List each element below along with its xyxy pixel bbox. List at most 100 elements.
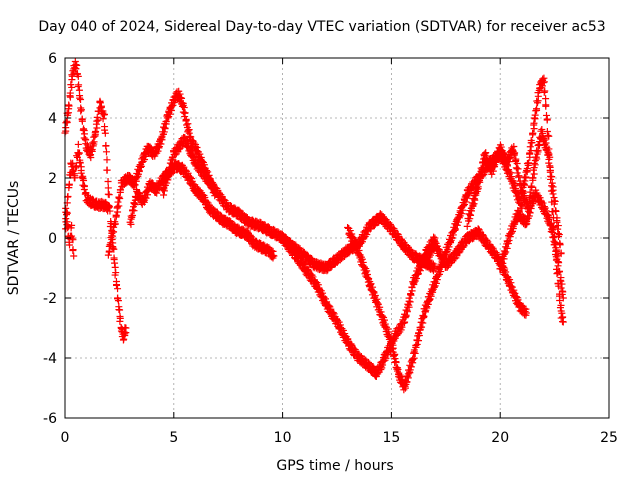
data-point	[63, 211, 71, 219]
data-point	[110, 228, 118, 236]
data-point	[508, 173, 516, 181]
data-point	[208, 204, 216, 212]
data-point	[131, 181, 139, 189]
data-point	[66, 241, 74, 249]
data-point	[556, 267, 564, 275]
data-point	[165, 171, 173, 179]
x-tick-label: 0	[61, 430, 70, 446]
data-point	[119, 336, 127, 344]
data-point	[558, 280, 566, 288]
data-point	[419, 319, 427, 327]
data-point	[80, 130, 88, 138]
data-point	[96, 99, 104, 107]
data-point	[398, 375, 406, 383]
data-point	[554, 222, 562, 230]
data-point	[527, 147, 535, 155]
data-point	[449, 231, 457, 239]
data-point	[547, 175, 555, 183]
data-point	[103, 166, 111, 174]
data-point	[427, 292, 435, 300]
data-point	[104, 207, 112, 215]
data-point	[157, 140, 165, 148]
data-point	[506, 276, 514, 284]
data-point	[166, 110, 174, 118]
data-point	[323, 298, 331, 306]
data-point	[169, 156, 177, 164]
data-point	[64, 192, 72, 200]
data-point	[403, 378, 411, 386]
data-point	[164, 114, 172, 122]
data-point	[104, 251, 112, 259]
data-point	[78, 117, 86, 125]
data-point	[66, 89, 74, 97]
data-point	[512, 157, 520, 165]
data-point	[463, 222, 471, 230]
data-point	[105, 191, 113, 199]
data-point	[546, 153, 554, 161]
data-point	[106, 223, 114, 231]
data-point	[542, 101, 550, 109]
data-point	[483, 152, 491, 160]
data-point	[367, 280, 375, 288]
data-point	[411, 349, 419, 357]
data-point	[322, 295, 330, 303]
data-point	[451, 225, 459, 233]
data-point	[451, 226, 459, 234]
data-point	[65, 102, 73, 110]
data-point	[407, 291, 415, 299]
axis-ticks: 0 5 10 15 20 25 -6 -4 -2 0 2 4 6	[43, 51, 618, 446]
data-point	[510, 286, 518, 294]
data-point	[80, 177, 88, 185]
data-point	[188, 149, 196, 157]
data-point	[137, 163, 145, 171]
data-point	[548, 179, 556, 187]
data-point	[373, 299, 381, 307]
data-point	[529, 129, 537, 137]
data-point	[87, 154, 95, 162]
data-point	[525, 159, 533, 167]
data-point	[97, 102, 105, 110]
data-point	[404, 374, 412, 382]
data-point	[77, 96, 85, 104]
data-point	[77, 107, 85, 115]
data-point	[166, 166, 174, 174]
data-point	[398, 237, 406, 245]
data-point	[529, 199, 536, 207]
data-point	[413, 274, 421, 282]
data-point	[529, 174, 537, 182]
data-point	[406, 298, 414, 306]
data-point	[407, 363, 415, 371]
data-point	[346, 227, 354, 235]
data-point	[514, 296, 522, 304]
data-point	[549, 186, 557, 194]
data-series	[62, 140, 113, 233]
data-point	[530, 170, 538, 178]
data-point	[105, 247, 113, 255]
data-point	[76, 159, 84, 167]
data-point	[175, 145, 183, 153]
data-point	[497, 259, 505, 267]
data-point	[554, 251, 562, 259]
data-point	[160, 191, 168, 199]
data-point	[115, 193, 123, 201]
data-point	[73, 61, 81, 69]
data-point	[548, 187, 556, 195]
data-marks	[61, 58, 567, 394]
data-point	[554, 269, 562, 277]
data-point	[405, 303, 413, 311]
data-point	[463, 194, 471, 202]
data-point	[521, 177, 529, 185]
data-point	[161, 125, 169, 133]
y-tick-label: -4	[43, 351, 57, 367]
data-point	[444, 246, 452, 254]
data-point	[555, 231, 563, 239]
x-tick-label: 10	[274, 430, 292, 446]
data-point	[431, 264, 439, 272]
data-point	[101, 126, 109, 134]
data-point	[109, 232, 117, 240]
data-point	[130, 199, 138, 207]
x-tick-label: 15	[382, 430, 400, 446]
data-point	[162, 120, 170, 128]
data-point	[79, 181, 87, 189]
data-point	[385, 219, 393, 227]
